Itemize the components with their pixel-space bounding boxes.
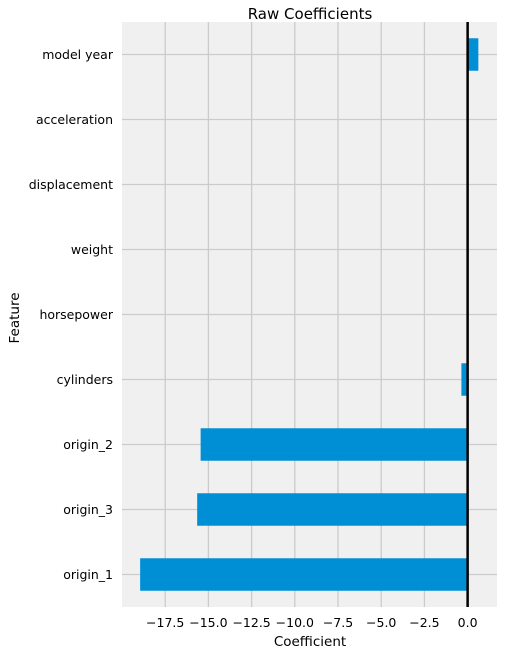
x-tick-label: −2.5 (409, 615, 439, 630)
bar (140, 558, 468, 591)
bar (197, 493, 468, 526)
x-tick-label: −15.0 (189, 615, 227, 630)
y-tick-label: model year (42, 47, 114, 62)
bar (461, 363, 468, 396)
bars (140, 38, 479, 591)
y-tick-label: weight (71, 242, 113, 257)
y-tick-labels: model year acceleration displacement weight… (29, 47, 114, 582)
y-axis-label: Feature (7, 292, 23, 343)
bar (200, 428, 468, 461)
y-tick-label: origin_1 (63, 567, 113, 582)
bar (467, 38, 479, 71)
x-tick-labels: −17.5 −15.0 −12.5 −10.0 −7.5 −5.0 −2.5 0.0 (146, 615, 478, 630)
y-tick-label: displacement (29, 177, 113, 192)
x-tick-label: −10.0 (276, 615, 314, 630)
x-tick-label: −5.0 (366, 615, 396, 630)
y-tick-label: horsepower (39, 307, 113, 322)
y-tick-label: cylinders (57, 372, 113, 387)
x-tick-label: 0.0 (458, 615, 478, 630)
x-tick-label: −7.5 (323, 615, 353, 630)
chart-title: Raw Coefficients (248, 5, 373, 23)
y-tick-label: origin_2 (63, 437, 113, 452)
y-tick-label: acceleration (36, 112, 113, 127)
x-tick-label: −17.5 (146, 615, 184, 630)
x-axis-label: Coefficient (274, 634, 346, 650)
x-tick-label: −12.5 (232, 615, 270, 630)
y-tick-label: origin_3 (63, 502, 113, 517)
